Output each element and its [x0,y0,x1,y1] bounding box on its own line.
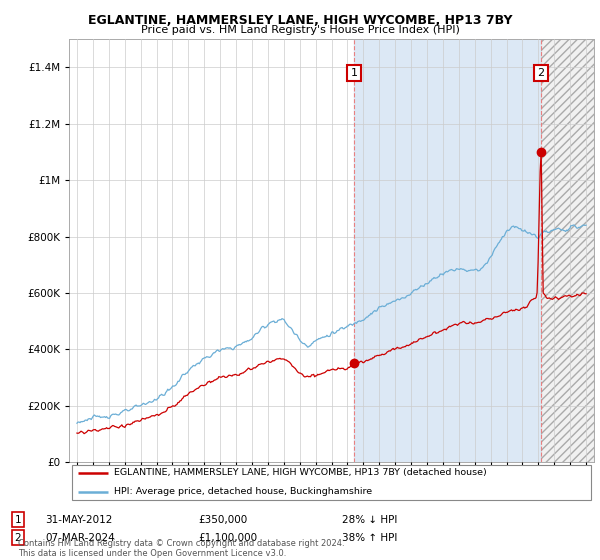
Text: Price paid vs. HM Land Registry's House Price Index (HPI): Price paid vs. HM Land Registry's House … [140,25,460,35]
Text: Contains HM Land Registry data © Crown copyright and database right 2024.
This d: Contains HM Land Registry data © Crown c… [18,539,344,558]
Bar [541,39,594,462]
Bar [354,39,541,462]
Text: HPI: Average price, detached house, Buckinghamshire: HPI: Average price, detached house, Buck… [113,487,372,496]
Text: 38% ↑ HPI: 38% ↑ HPI [342,533,397,543]
Text: 31-MAY-2012: 31-MAY-2012 [45,515,112,525]
FancyBboxPatch shape [71,465,592,500]
Bar [541,39,594,462]
Text: £350,000: £350,000 [198,515,247,525]
Text: 2: 2 [538,68,545,78]
Text: 1: 1 [14,515,22,525]
Text: EGLANTINE, HAMMERSLEY LANE, HIGH WYCOMBE, HP13 7BY (detached house): EGLANTINE, HAMMERSLEY LANE, HIGH WYCOMBE… [113,468,487,477]
Text: 28% ↓ HPI: 28% ↓ HPI [342,515,397,525]
Text: 07-MAR-2024: 07-MAR-2024 [45,533,115,543]
Text: EGLANTINE, HAMMERSLEY LANE, HIGH WYCOMBE, HP13 7BY: EGLANTINE, HAMMERSLEY LANE, HIGH WYCOMBE… [88,14,512,27]
Text: 1: 1 [350,68,358,78]
Text: 2: 2 [14,533,22,543]
Text: £1,100,000: £1,100,000 [198,533,257,543]
